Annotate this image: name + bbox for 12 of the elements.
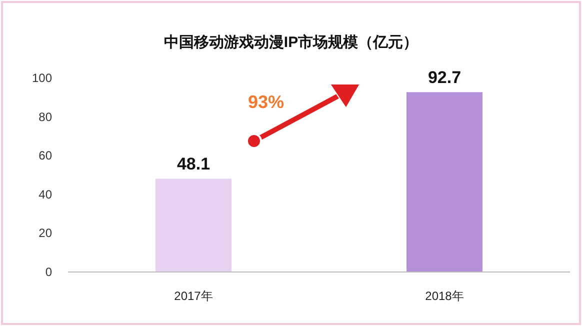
y-tick-label: 80 (38, 110, 52, 124)
y-tick-label: 60 (38, 148, 52, 163)
y-tick-label: 20 (38, 226, 52, 240)
x-tick-label: 2018年 (425, 289, 464, 303)
annotation: 93% (248, 92, 284, 112)
chart-title: 中国移动游戏动漫IP市场规模（亿元） (164, 33, 418, 51)
data-label: 48.1 (176, 154, 210, 174)
data-label: 92.7 (428, 68, 462, 88)
y-tick-label: 0 (45, 265, 52, 279)
y-tick-label: 40 (38, 187, 52, 202)
y-tick-label: 100 (32, 71, 52, 85)
x-tick-label: 2017年 (174, 289, 213, 303)
